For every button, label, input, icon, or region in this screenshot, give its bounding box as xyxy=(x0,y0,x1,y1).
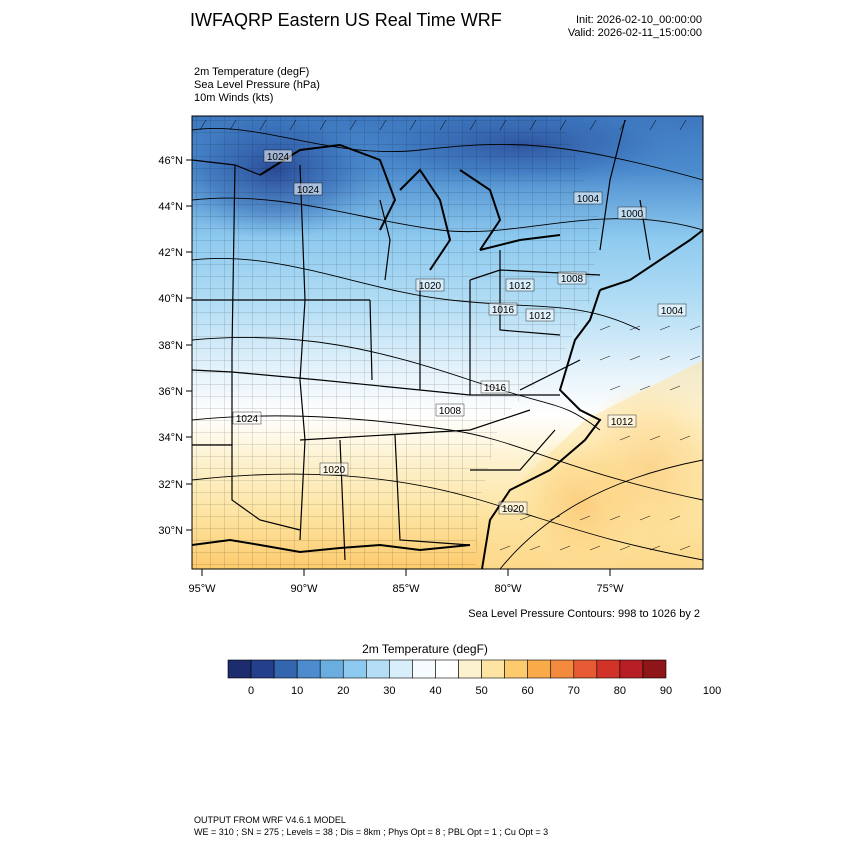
colorbar-tick-label: 0 xyxy=(248,685,254,697)
colorbar-swatch xyxy=(573,659,598,679)
lat-tick-label: 46°N xyxy=(158,155,183,167)
pressure-label: 1024 xyxy=(236,414,259,425)
colorbar-tick-label: 80 xyxy=(614,685,626,697)
field-pressure: Sea Level Pressure (hPa) xyxy=(194,79,320,91)
lat-tick-label: 36°N xyxy=(158,386,183,398)
colorbar-swatch xyxy=(412,659,436,679)
colorbar-swatch xyxy=(504,659,528,679)
pressure-label: 1016 xyxy=(484,383,507,394)
colorbar-tick-label: 100 xyxy=(703,685,721,697)
colorbar-tick-label: 20 xyxy=(337,685,349,697)
lat-tick-label: 40°N xyxy=(158,293,183,305)
map-frame xyxy=(191,115,704,570)
valid-time: Valid: 2026-02-11_15:00:00 xyxy=(567,27,702,39)
colorbar-tick-label: 50 xyxy=(475,685,487,697)
colorbar-tick-label: 60 xyxy=(522,685,534,697)
lon-tick-label: 80°W xyxy=(494,583,522,595)
colorbar-swatch xyxy=(435,659,459,679)
colorbar-swatch xyxy=(642,659,667,679)
lat-tick-label: 30°N xyxy=(158,525,183,537)
lon-tick-label: 85°W xyxy=(392,583,420,595)
map-title: IWFAQRP Eastern US Real Time WRF xyxy=(190,10,502,30)
pressure-label: 1020 xyxy=(323,465,346,476)
pressure-label: 1020 xyxy=(419,281,442,292)
lon-tick-label: 90°W xyxy=(290,583,318,595)
lat-tick-label: 34°N xyxy=(158,432,183,444)
pressure-label: 1020 xyxy=(502,504,525,515)
init-time: Init: 2026-02-10_00:00:00 xyxy=(576,14,702,26)
lat-tick-label: 42°N xyxy=(158,247,183,259)
pressure-label: 1008 xyxy=(561,274,584,285)
colorbar-swatch xyxy=(342,659,367,679)
contour-note: Sea Level Pressure Contours: 998 to 1026… xyxy=(468,608,700,620)
colorbar-swatch xyxy=(366,659,390,679)
pressure-label: 1008 xyxy=(439,406,462,417)
field-temperature: 2m Temperature (degF) xyxy=(194,66,310,78)
lat-tick-label: 32°N xyxy=(158,479,183,491)
colorbar-tick-label: 70 xyxy=(568,685,580,697)
colorbar-swatch xyxy=(319,659,344,679)
colorbar-swatch xyxy=(596,659,621,679)
colorbar-title: 2m Temperature (degF) xyxy=(362,642,488,656)
pressure-label: 1004 xyxy=(577,194,600,205)
lon-tick-label: 95°W xyxy=(188,583,216,595)
footer-model: OUTPUT FROM WRF V4.6.1 MODEL xyxy=(194,815,346,825)
pressure-label: 1004 xyxy=(661,306,684,317)
colorbar-tick-label: 40 xyxy=(429,685,441,697)
pressure-label: 1024 xyxy=(297,185,320,196)
colorbar-swatch xyxy=(250,659,275,679)
pressure-label: 1012 xyxy=(509,281,532,292)
pressure-label: 1012 xyxy=(611,417,634,428)
colorbar-tick-label: 10 xyxy=(291,685,303,697)
pressure-label: 1000 xyxy=(621,209,644,220)
colorbar-swatch xyxy=(458,659,482,679)
colorbar xyxy=(227,659,667,679)
colorbar-swatch xyxy=(619,659,644,679)
pressure-label: 1024 xyxy=(267,152,290,163)
colorbar-tick-label: 30 xyxy=(383,685,395,697)
lon-tick-label: 75°W xyxy=(596,583,624,595)
colorbar-swatch xyxy=(527,659,552,679)
lat-tick-label: 38°N xyxy=(158,340,183,352)
field-winds: 10m Winds (kts) xyxy=(194,92,274,104)
colorbar-tick-label: 90 xyxy=(660,685,672,697)
colorbar-swatch xyxy=(227,659,252,679)
pressure-label: 1012 xyxy=(529,311,552,322)
colorbar-swatch xyxy=(273,659,298,679)
colorbar-swatch xyxy=(550,659,575,679)
colorbar-swatch xyxy=(481,659,505,679)
pressure-label: 1016 xyxy=(492,305,515,316)
colorbar-swatch xyxy=(389,659,413,679)
colorbar-swatch xyxy=(296,659,321,679)
lat-tick-label: 44°N xyxy=(158,201,183,213)
footer-config: WE = 310 ; SN = 275 ; Levels = 38 ; Dis … xyxy=(194,827,549,837)
